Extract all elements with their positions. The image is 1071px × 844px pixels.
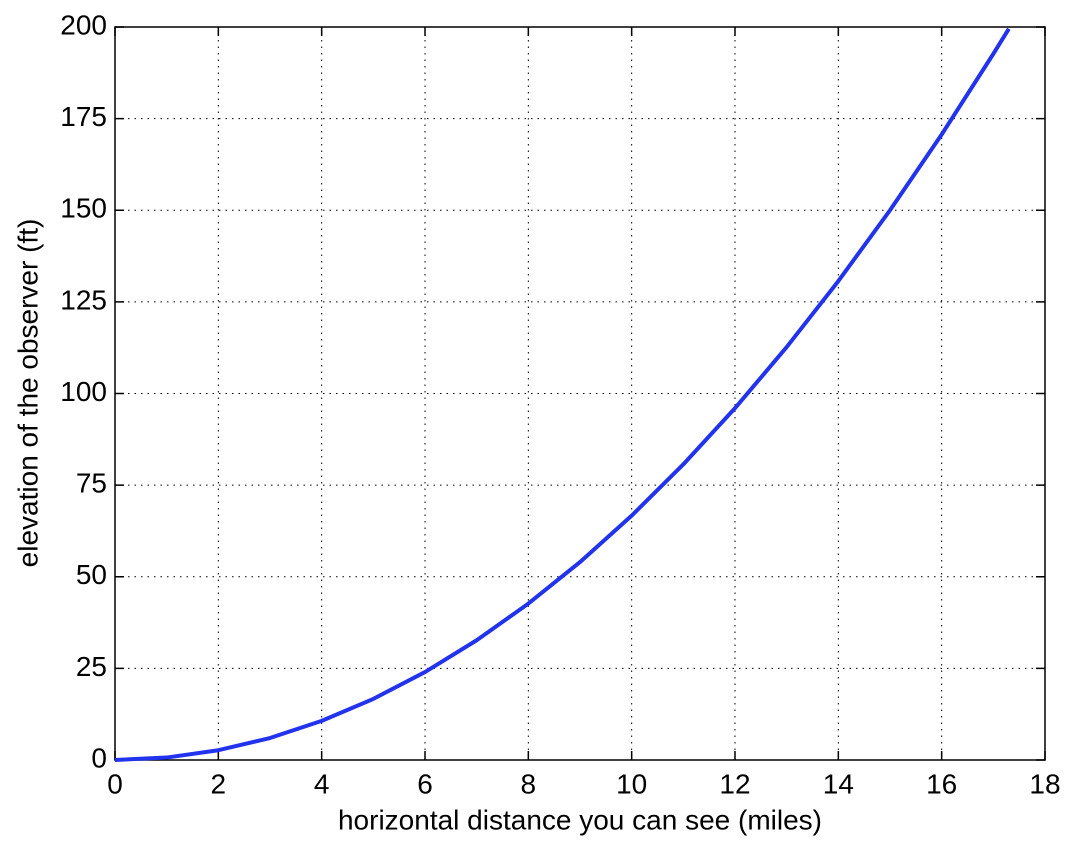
y-tick-label: 100 xyxy=(60,376,107,407)
y-tick-label: 200 xyxy=(60,9,107,40)
x-axis-label: horizontal distance you can see (miles) xyxy=(338,804,822,835)
x-tick-label: 0 xyxy=(107,768,123,799)
y-tick-label: 150 xyxy=(60,193,107,224)
y-tick-label: 75 xyxy=(76,468,107,499)
y-tick-label: 125 xyxy=(60,284,107,315)
x-tick-label: 10 xyxy=(616,768,647,799)
x-tick-label: 4 xyxy=(314,768,330,799)
x-tick-label: 8 xyxy=(521,768,537,799)
x-tick-label: 12 xyxy=(719,768,750,799)
y-tick-label: 25 xyxy=(76,651,107,682)
x-tick-label: 14 xyxy=(823,768,854,799)
data-line xyxy=(114,27,1011,762)
x-tick-label: 6 xyxy=(417,768,433,799)
x-tick-label: 16 xyxy=(926,768,957,799)
x-tick-label: 18 xyxy=(1029,768,1060,799)
y-tick-label: 175 xyxy=(60,101,107,132)
y-tick-label: 0 xyxy=(91,742,107,773)
y-axis-label: elevation of the observer (ft) xyxy=(12,219,43,568)
y-tick-label: 50 xyxy=(76,559,107,590)
x-tick-label: 2 xyxy=(211,768,227,799)
plot-frame xyxy=(114,26,1046,761)
